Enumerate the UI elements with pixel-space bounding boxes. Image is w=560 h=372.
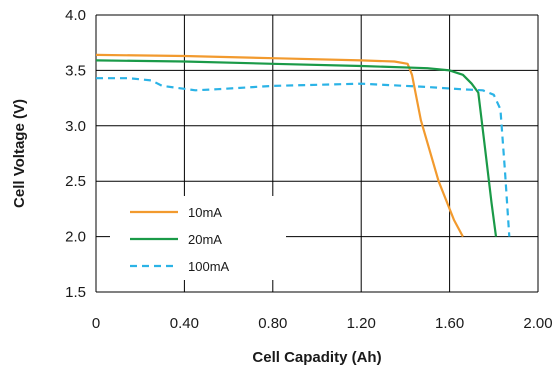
y-tick-label: 3.5 bbox=[65, 62, 86, 79]
x-tick-label: 2.00 bbox=[523, 315, 552, 332]
y-tick-label: 3.0 bbox=[65, 118, 86, 135]
series-line-20mA bbox=[95, 59, 498, 237]
y-axis-title: Cell Voltage (V) bbox=[11, 99, 28, 208]
y-tick-label: 2.5 bbox=[65, 173, 86, 190]
series-line-10mA bbox=[95, 53, 464, 238]
y-tick-label: 2.0 bbox=[65, 229, 86, 246]
x-tick-label: 0.80 bbox=[258, 315, 287, 332]
x-tick-label: 1.20 bbox=[347, 315, 376, 332]
legend-label-20mA: 20mA bbox=[188, 232, 222, 247]
x-tick-label: 1.60 bbox=[435, 315, 464, 332]
x-tick-label: 0.40 bbox=[170, 315, 199, 332]
series-line-100mA bbox=[96, 77, 511, 237]
y-tick-label: 4.0 bbox=[65, 7, 86, 24]
y-tick-label: 1.5 bbox=[65, 284, 86, 301]
series-layer bbox=[95, 53, 511, 238]
tick-layer: 1.5 2.0 2.5 3.0 3.5 4.0 0 0.40 0.80 1.20 1.60 2.00 bbox=[65, 7, 552, 332]
x-tick-label: 0 bbox=[92, 315, 100, 332]
legend-label-10mA: 10mA bbox=[188, 205, 222, 220]
legend-label-100mA: 100mA bbox=[188, 259, 230, 274]
x-axis-title: Cell Capadity (Ah) bbox=[252, 349, 381, 366]
legend: 10mA 20mA 100mA bbox=[130, 205, 230, 274]
